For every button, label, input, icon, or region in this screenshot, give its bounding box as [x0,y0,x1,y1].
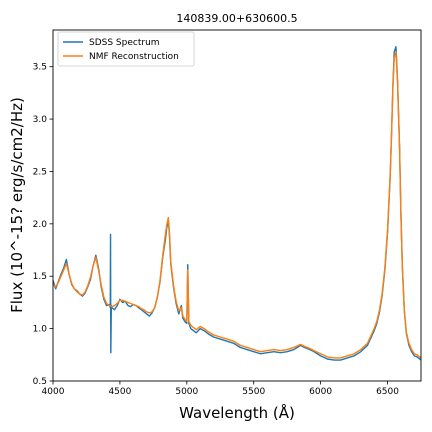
legend-frame [57,31,195,67]
y-tick-label: 2.5 [33,167,47,177]
y-tick-label: 3.5 [33,63,47,73]
plot-background [53,30,421,381]
x-axis-title: Wavelength (Å) [179,403,295,422]
y-tick-label: 2.0 [33,220,48,230]
series-line-nmf-reconstruction [53,51,421,359]
x-tick-label: 6000 [309,387,332,397]
legend-label-nmf: NMF Reconstruction [89,52,179,62]
legend: SDSS Spectrum NMF Reconstruction [57,31,195,67]
x-tick-label: 5000 [175,387,198,397]
plot-area [53,30,421,381]
series-group [53,46,421,361]
y-tick-label: 3.0 [33,115,48,125]
x-tick-label: 4500 [108,387,131,397]
plot-frame [52,29,422,382]
axes-layer: 4000 4500 5000 5500 6000 6500 0.5 1.0 1.5 2.0 2.5 3… [33,29,422,397]
y-axis-title: Flux (10^-15? erg/s/cm2/Hz) [8,97,26,313]
series-layer [53,46,421,361]
x-tick-label: 5500 [242,387,265,397]
legend-label-sdss: SDSS Spectrum [89,38,160,48]
y-tick-label: 1.0 [33,325,48,335]
chart-title: 140839.00+630600.5 [176,12,297,25]
x-tick-label: 6500 [376,387,399,397]
y-tick-label: 0.5 [33,377,47,387]
y-tick-label: 1.5 [33,272,47,282]
x-tick-label: 4000 [42,387,65,397]
